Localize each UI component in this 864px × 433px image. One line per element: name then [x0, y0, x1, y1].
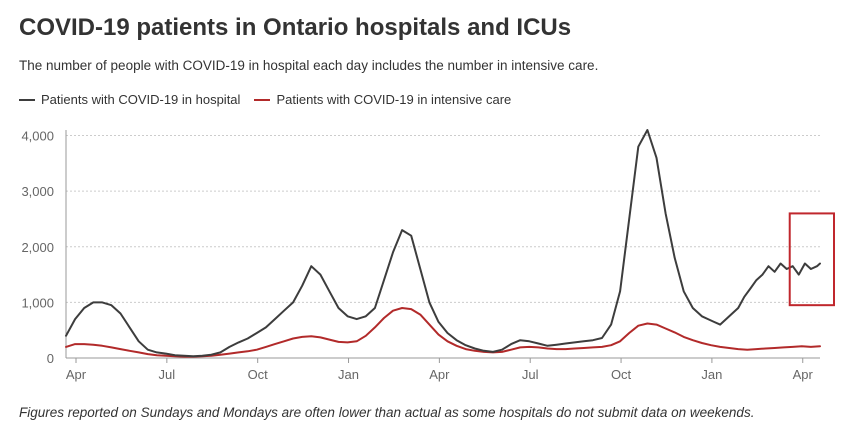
y-tick-label: 2,000 [21, 240, 54, 255]
x-tick-labels: Apr Jul Oct Jan Apr Jul Oct Jan Apr [66, 367, 814, 382]
series-line-icu [65, 307, 821, 358]
x-tick-label: Apr [66, 367, 87, 382]
legend: Patients with COVID-19 in hospital Patie… [19, 92, 525, 107]
x-tick-label: Apr [793, 367, 814, 382]
chart-title: COVID-19 patients in Ontario hospitals a… [19, 14, 572, 41]
x-tick-label: Jul [522, 367, 539, 382]
y-tick-labels: 0 1,000 2,000 3,000 4,000 [21, 129, 54, 366]
x-tick-label: Oct [248, 367, 269, 382]
x-tick-label: Jan [338, 367, 359, 382]
y-tick-label: 1,000 [21, 295, 54, 310]
legend-swatch-hospital [19, 98, 35, 101]
x-tick-label: Apr [429, 367, 450, 382]
legend-item-icu: Patients with COVID-19 in intensive care [254, 92, 511, 107]
x-tick-label: Jan [701, 367, 722, 382]
x-tick-label: Jul [159, 367, 176, 382]
legend-item-hospital: Patients with COVID-19 in hospital [19, 92, 240, 107]
legend-swatch-icu [254, 98, 271, 101]
series-line-hospital [65, 129, 821, 358]
x-tick-label: Oct [611, 367, 632, 382]
legend-label-icu: Patients with COVID-19 in intensive care [276, 92, 512, 107]
footnote: Figures reported on Sundays and Mondays … [19, 405, 755, 420]
annotations [788, 212, 835, 307]
chart-subtitle: The number of people with COVID-19 in ho… [19, 58, 599, 73]
highlight-box [788, 212, 835, 307]
series-lines [65, 129, 821, 358]
axes [65, 130, 820, 363]
gridlines [66, 135, 820, 303]
y-tick-label: 4,000 [21, 129, 54, 144]
y-tick-label: 3,000 [21, 184, 54, 199]
y-tick-label: 0 [47, 351, 54, 366]
legend-label-hospital: Patients with COVID-19 in hospital [41, 92, 241, 107]
